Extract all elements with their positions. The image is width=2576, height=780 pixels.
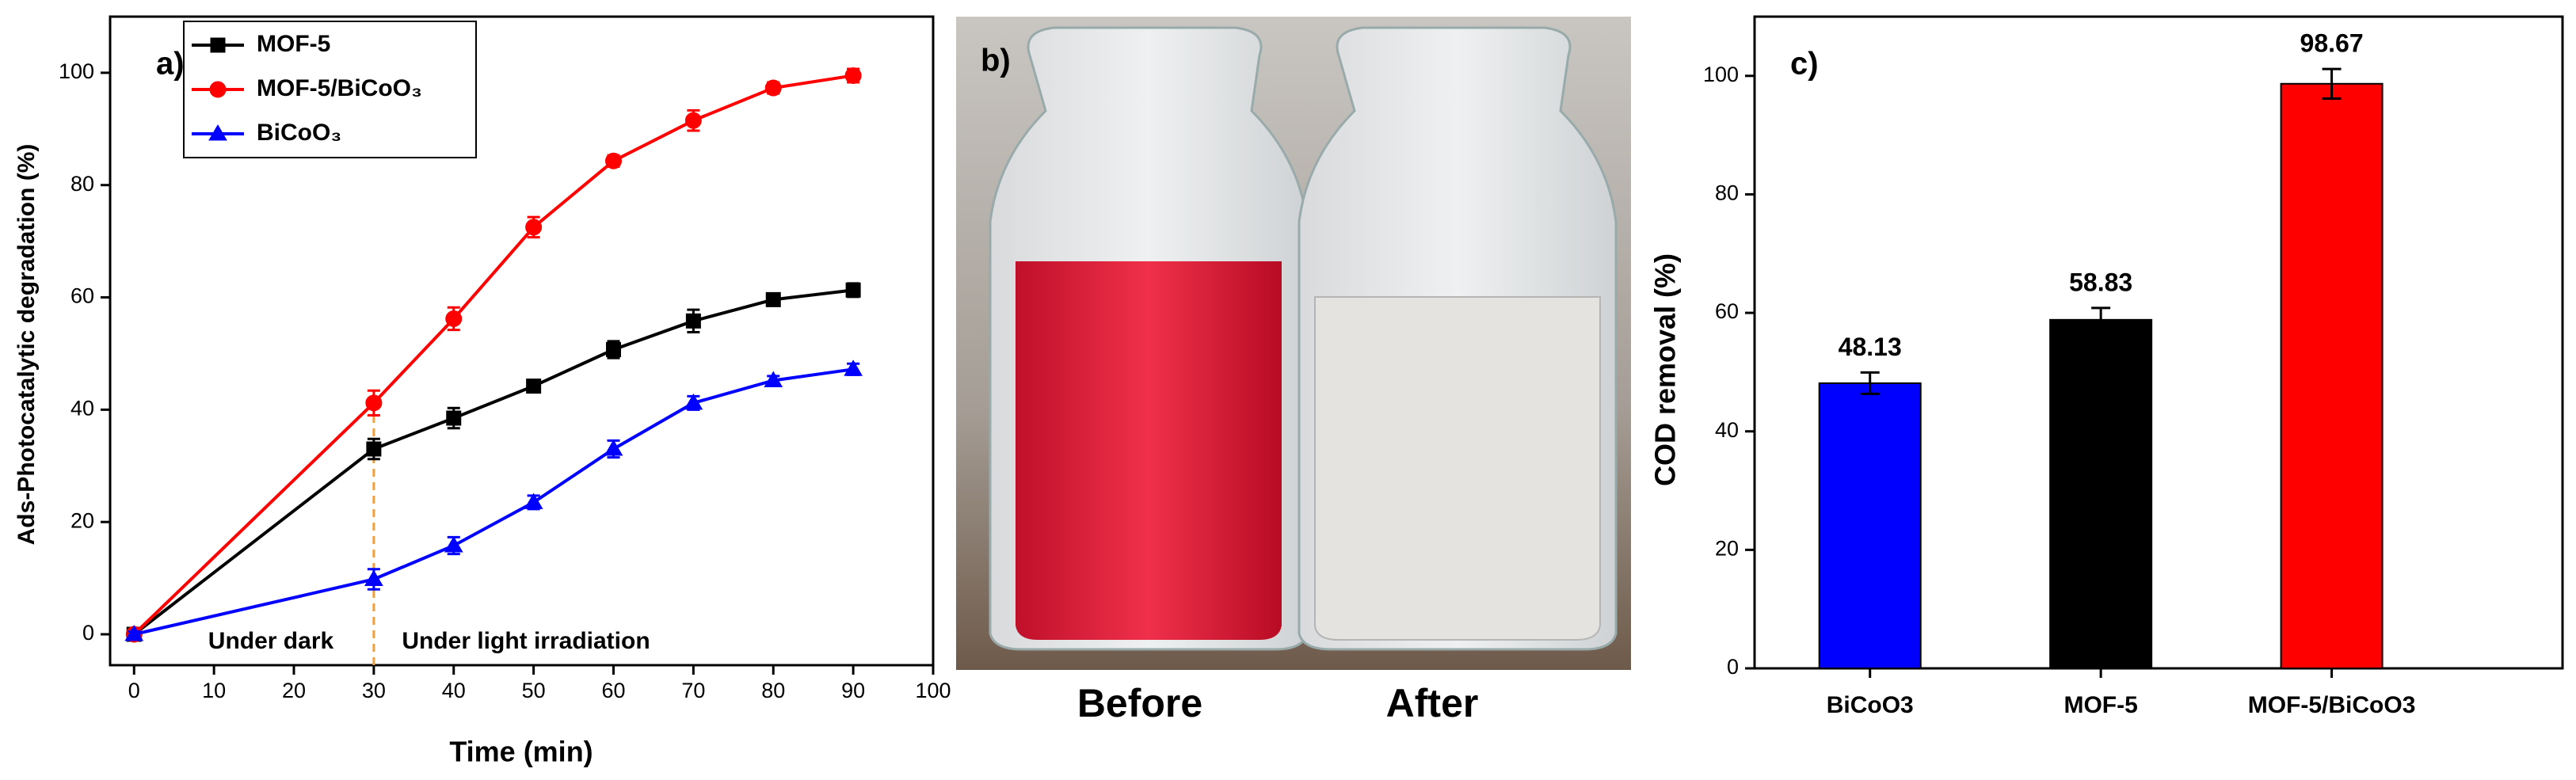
marker <box>605 152 623 169</box>
x-tick-label: BiCoO3 <box>1827 692 1914 718</box>
red-liquid <box>1016 261 1282 640</box>
marker <box>685 313 701 329</box>
x-tick-label: 40 <box>442 679 466 702</box>
x-tick-label: MOF-5/BiCoO3 <box>2248 692 2416 718</box>
marker <box>765 291 781 307</box>
error-bar <box>2322 67 2342 100</box>
x-tick-label: 50 <box>522 679 546 702</box>
marker <box>366 441 382 457</box>
series-line <box>132 74 854 636</box>
legend-label: MOF-5 <box>257 31 330 57</box>
marker <box>844 67 862 84</box>
bar <box>1818 382 1922 669</box>
x-tick-label: 20 <box>282 679 306 702</box>
marker <box>604 439 623 456</box>
marker <box>208 124 227 141</box>
plot-frame <box>1753 15 2564 670</box>
marker <box>684 112 702 129</box>
panel-label: b) <box>981 44 1011 78</box>
y-tick-label: 80 <box>1715 181 1739 205</box>
annotation: Under dark <box>208 628 334 654</box>
caption: After <box>1386 681 1479 725</box>
y-axis-title: Ads-Photocatalytic degradation (%) <box>13 144 40 546</box>
series-line <box>133 367 854 636</box>
marker <box>445 310 463 327</box>
x-tick-label: 0 <box>128 679 140 702</box>
bar <box>2280 82 2384 670</box>
error-bar <box>2091 306 2111 333</box>
marker <box>525 219 543 236</box>
marker <box>845 282 861 298</box>
x-tick-label: MOF-5 <box>2063 692 2137 718</box>
marker <box>526 379 542 394</box>
caption: Before <box>1077 681 1202 725</box>
marker <box>210 37 226 53</box>
marker <box>844 360 863 376</box>
x-tick-label: 100 <box>915 679 951 702</box>
marker <box>524 493 543 509</box>
y-tick-label: 40 <box>70 396 94 420</box>
clear-liquid <box>1314 296 1601 641</box>
legend-label: MOF-5/BiCoO₃ <box>257 75 422 101</box>
x-tick-label: 80 <box>761 679 785 702</box>
marker <box>684 393 703 410</box>
legend-label: BiCoO₃ <box>257 120 341 146</box>
y-tick-label: 20 <box>70 508 94 532</box>
y-tick-label: 0 <box>1727 655 1739 679</box>
y-tick-label: 0 <box>82 621 94 645</box>
x-tick-label: 90 <box>841 679 865 702</box>
annotation: Under light irradiation <box>402 628 650 654</box>
panel-label: a) <box>156 47 185 82</box>
marker <box>764 79 782 97</box>
marker <box>764 371 783 387</box>
x-tick-label: 70 <box>681 679 705 702</box>
y-tick-label: 20 <box>1715 536 1739 560</box>
y-tick-label: 100 <box>59 59 94 83</box>
marker <box>606 341 622 357</box>
y-tick-label: 100 <box>1703 63 1739 86</box>
marker <box>365 394 383 412</box>
value-label: 48.13 <box>1839 333 1902 361</box>
x-tick-label: 60 <box>601 679 625 702</box>
panel-label: c) <box>1790 47 1819 82</box>
y-tick-label: 40 <box>1715 418 1739 442</box>
value-label: 98.67 <box>2300 29 2364 58</box>
x-axis-title: Time (min) <box>449 736 593 768</box>
y-tick-label: 80 <box>70 172 94 196</box>
marker <box>444 535 463 553</box>
bar <box>2049 318 2153 669</box>
photo: b) Before After <box>956 17 1631 725</box>
plot-frame <box>109 15 935 667</box>
marker <box>209 81 227 98</box>
error-bar <box>1860 371 1880 395</box>
x-tick-label: 30 <box>362 679 386 702</box>
marker <box>124 625 144 641</box>
value-label: 58.83 <box>2069 268 2132 296</box>
marker <box>446 410 462 426</box>
y-tick-label: 60 <box>1715 299 1739 323</box>
y-axis-title: COD removal (%) <box>1649 253 1682 486</box>
series-line <box>133 288 854 636</box>
y-tick-label: 60 <box>70 284 94 308</box>
marker <box>364 569 383 587</box>
x-tick-label: 10 <box>202 679 226 702</box>
